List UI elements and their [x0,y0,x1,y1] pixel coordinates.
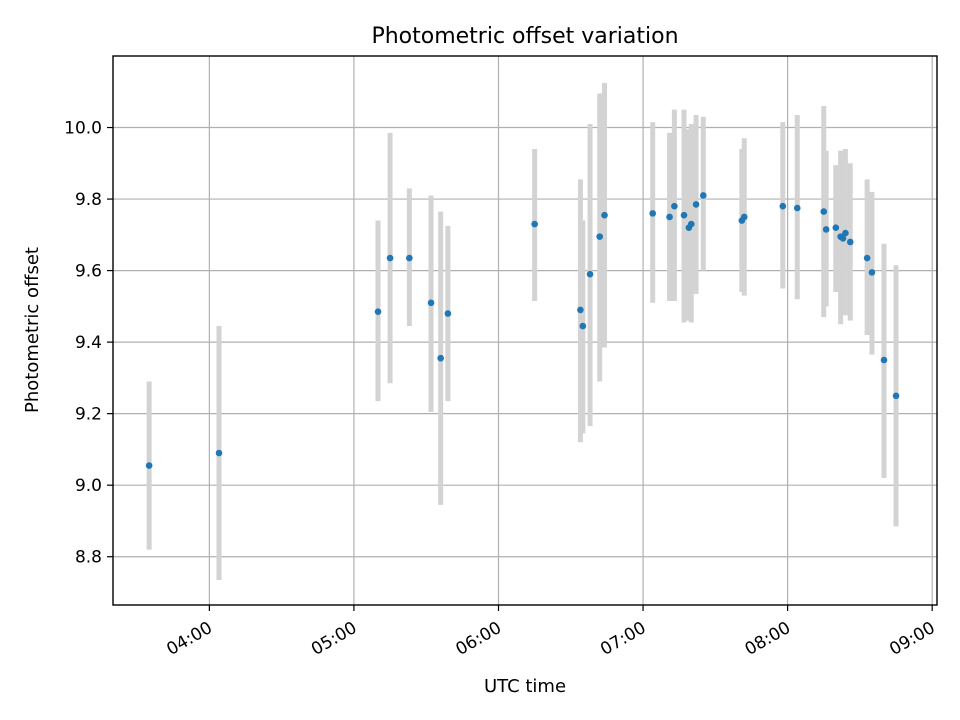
chart-title: Photometric offset variation [371,24,678,49]
data-point [793,204,801,212]
data-point [577,306,584,314]
data-point [680,211,688,219]
data-point [687,220,695,228]
x-axis-label: UTC time [484,676,566,697]
data-point [740,213,748,221]
data-point [596,233,603,240]
data-point [374,308,382,316]
data-point [427,299,435,307]
data-point [579,322,587,330]
y-tick-label: 9.6 [75,262,102,282]
y-tick-label: 8.8 [75,548,102,568]
y-axis-label: Photometric offset [22,247,43,413]
data-point [822,226,830,233]
data-point [666,213,673,221]
data-point [601,211,608,219]
data-point [437,354,444,362]
data-point [832,224,840,231]
data-point [444,310,452,317]
data-point [846,238,854,246]
data-point [839,235,847,242]
plot-frame [112,55,938,606]
data-point [145,462,153,469]
data-point [406,254,413,262]
data-point [863,254,871,262]
data-point [699,192,707,199]
data-point [649,210,656,217]
data-point [842,229,849,237]
data-point [215,449,223,457]
y-tick-label: 10.0 [64,119,102,139]
data-point [779,202,787,210]
data-point [692,201,700,208]
data-point [868,269,876,276]
y-tick-label: 9.0 [75,476,102,496]
data-point [386,254,394,262]
data-point [671,202,678,210]
y-tick-label: 9.8 [75,190,102,210]
data-point [820,208,828,215]
data-point [531,220,538,228]
point-layer [145,192,900,469]
y-tick-label: 9.2 [75,405,102,425]
y-tick-label: 9.4 [75,333,102,353]
data-point [892,392,900,400]
data-point [586,270,594,278]
data-point [880,356,888,364]
